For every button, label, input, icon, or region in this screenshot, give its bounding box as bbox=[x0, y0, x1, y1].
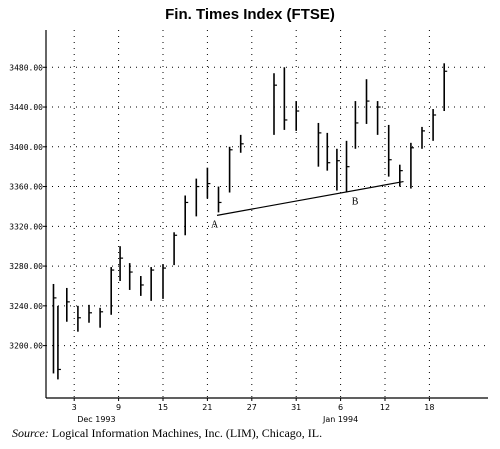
y-tick-label: 3400.00 bbox=[9, 143, 43, 152]
y-tick-label: 3200.00 bbox=[9, 342, 43, 351]
month-label: Dec 1993 bbox=[77, 415, 115, 424]
y-tick-label: 3280.00 bbox=[9, 262, 43, 271]
x-tick-label: 12 bbox=[380, 403, 390, 412]
month-label: Jan 1994 bbox=[322, 415, 358, 424]
y-tick-label: 3360.00 bbox=[9, 183, 43, 192]
y-tick-label: 3240.00 bbox=[9, 302, 43, 311]
source-note: Source: Logical Information Machines, In… bbox=[12, 426, 322, 441]
x-tick-label: 21 bbox=[202, 403, 212, 412]
trendline-ab bbox=[216, 180, 404, 216]
annotation-b: B bbox=[352, 197, 359, 208]
chart-title: Fin. Times Index (FTSE) bbox=[165, 6, 335, 23]
source-label: Source: bbox=[12, 426, 49, 440]
x-tick-label: 15 bbox=[158, 403, 168, 412]
x-tick-label: 18 bbox=[424, 403, 434, 412]
x-tick-label: 31 bbox=[291, 403, 301, 412]
annotation-a: A bbox=[211, 219, 219, 230]
x-tick-label: 27 bbox=[247, 403, 257, 412]
y-tick-label: 3440.00 bbox=[9, 103, 43, 112]
x-tick-label: 6 bbox=[338, 403, 343, 412]
y-tick-label: 3480.00 bbox=[9, 63, 43, 72]
source-text: Logical Information Machines, Inc. (LIM)… bbox=[51, 426, 323, 440]
y-tick-label: 3320.00 bbox=[9, 222, 43, 231]
x-tick-label: 3 bbox=[72, 403, 77, 412]
x-tick-label: 9 bbox=[116, 403, 121, 412]
